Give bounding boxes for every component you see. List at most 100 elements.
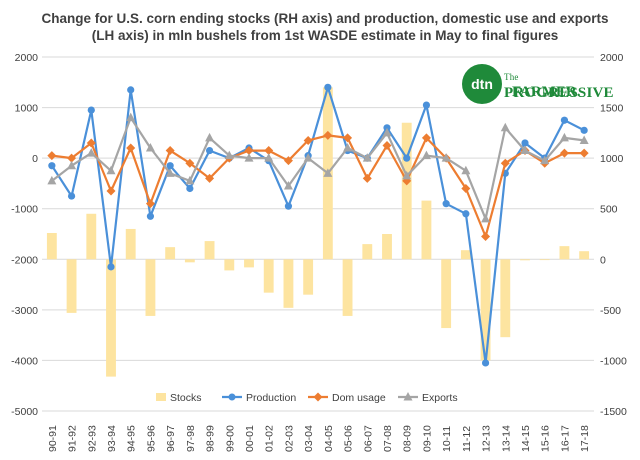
stocks-bar [125, 228, 136, 260]
x-tick-label: 04-05 [323, 425, 335, 452]
stocks-bar [342, 259, 353, 316]
dom_usage-point [47, 151, 57, 161]
right-tick-label: 1500 [600, 103, 624, 115]
x-tick-label: 91-92 [67, 425, 79, 452]
right-tick-label: -1000 [600, 355, 627, 367]
exports-point [481, 213, 491, 223]
exports-point [264, 153, 274, 162]
dom_usage-point [559, 148, 569, 158]
dom_usage-point [165, 146, 175, 156]
exports-point [402, 170, 412, 180]
production-line [50, 86, 585, 365]
dom_usage-point [343, 133, 353, 143]
stocks-bar [441, 259, 452, 329]
left-tick-label: -1000 [11, 204, 38, 216]
stocks-bar [303, 259, 314, 295]
logo-badge: dtn [462, 64, 502, 104]
left-tick-label: 2000 [15, 52, 39, 64]
stocks-bar [184, 259, 195, 263]
x-tick-label: 93-94 [106, 425, 118, 452]
x-tick-label: 11-12 [461, 426, 473, 452]
stocks-bar [480, 259, 491, 361]
x-tick-label: 02-03 [283, 425, 295, 452]
logo-prefix: The [504, 72, 519, 82]
dom_usage-point [421, 133, 431, 143]
stocks-bar [362, 244, 373, 260]
production-point [166, 162, 174, 170]
legend-dom_usage-marker [313, 392, 323, 402]
production-point [580, 126, 588, 134]
production-point [205, 146, 214, 155]
dom_usage-point [106, 186, 116, 196]
production-point [87, 106, 95, 114]
x-tick-label: 15-16 [540, 425, 552, 452]
exports-point [106, 165, 116, 175]
stocks-bar [283, 259, 294, 308]
exports-point [67, 160, 77, 170]
exports-point [185, 175, 195, 185]
dom_usage-point [382, 141, 392, 150]
stocks-bar [86, 213, 97, 260]
x-tick-label: 00-01 [244, 425, 256, 452]
legend-stocks-swatch [156, 393, 166, 401]
dom_usage-point [323, 130, 333, 140]
stocks-bar [520, 259, 530, 261]
legend-dom_usage-label: Dom usage [332, 392, 386, 404]
x-tick-label: 13-14 [500, 425, 512, 452]
x-tick-label: 92-93 [86, 425, 98, 452]
legend-exports-label: Exports [422, 392, 458, 404]
x-tick-label: 90-91 [47, 425, 59, 452]
x-tick-label: 94-95 [126, 425, 138, 452]
dom_usage-point [579, 148, 589, 158]
production-point [442, 200, 450, 208]
x-tick-label: 08-09 [402, 425, 414, 452]
legend-exports-marker [403, 392, 413, 401]
exports-point [145, 143, 155, 152]
dom_usage-point [362, 173, 372, 183]
x-tick-label: 05-06 [343, 425, 355, 452]
left-tick-label: -2000 [11, 254, 38, 266]
left-tick-label: -3000 [11, 305, 38, 317]
stocks-bar [559, 246, 570, 260]
dom_usage-point [185, 158, 195, 168]
production-point [67, 192, 76, 200]
dom_usage-point [244, 146, 254, 156]
legend-production-marker [228, 393, 236, 401]
exports-point [461, 165, 471, 175]
right-tick-label: 500 [600, 204, 618, 216]
stocks-bar [401, 122, 412, 260]
exports-point [540, 155, 550, 165]
right-tick-label: -1500 [600, 406, 627, 418]
exports-point [165, 168, 175, 177]
exports-line [51, 116, 585, 220]
exports-point [283, 180, 293, 190]
production-point [107, 263, 115, 271]
x-tick-label: 96-97 [165, 425, 177, 452]
stocks-bar [224, 259, 235, 271]
x-tick-label: 17-18 [579, 425, 591, 452]
production-point [560, 116, 569, 124]
production-point [521, 139, 529, 147]
dom_usage-point [500, 158, 510, 168]
x-tick-label: 09-10 [421, 425, 433, 452]
stocks-bar [244, 259, 254, 268]
exports-point [323, 168, 333, 177]
stocks-bar [539, 259, 550, 261]
dom_usage-point [264, 146, 274, 156]
production-point [481, 359, 490, 367]
dom_usage-point [205, 173, 215, 183]
x-tick-label: 16-17 [559, 425, 571, 452]
stocks-bar [263, 259, 274, 293]
left-tick-label: 1000 [15, 103, 39, 115]
logo-line1-text: PROGRESSIVE [504, 85, 614, 101]
legend-production-label: Production [246, 392, 296, 404]
production-point [422, 101, 431, 109]
exports-point [441, 153, 451, 162]
right-tick-label: 0 [600, 254, 606, 266]
x-tick-label: 03-04 [303, 425, 315, 452]
exports-point [244, 153, 254, 162]
stocks-bar [204, 241, 215, 260]
x-tick-label: 01-02 [264, 425, 276, 452]
stocks-bar [460, 250, 471, 260]
x-tick-label: 06-07 [362, 425, 374, 452]
